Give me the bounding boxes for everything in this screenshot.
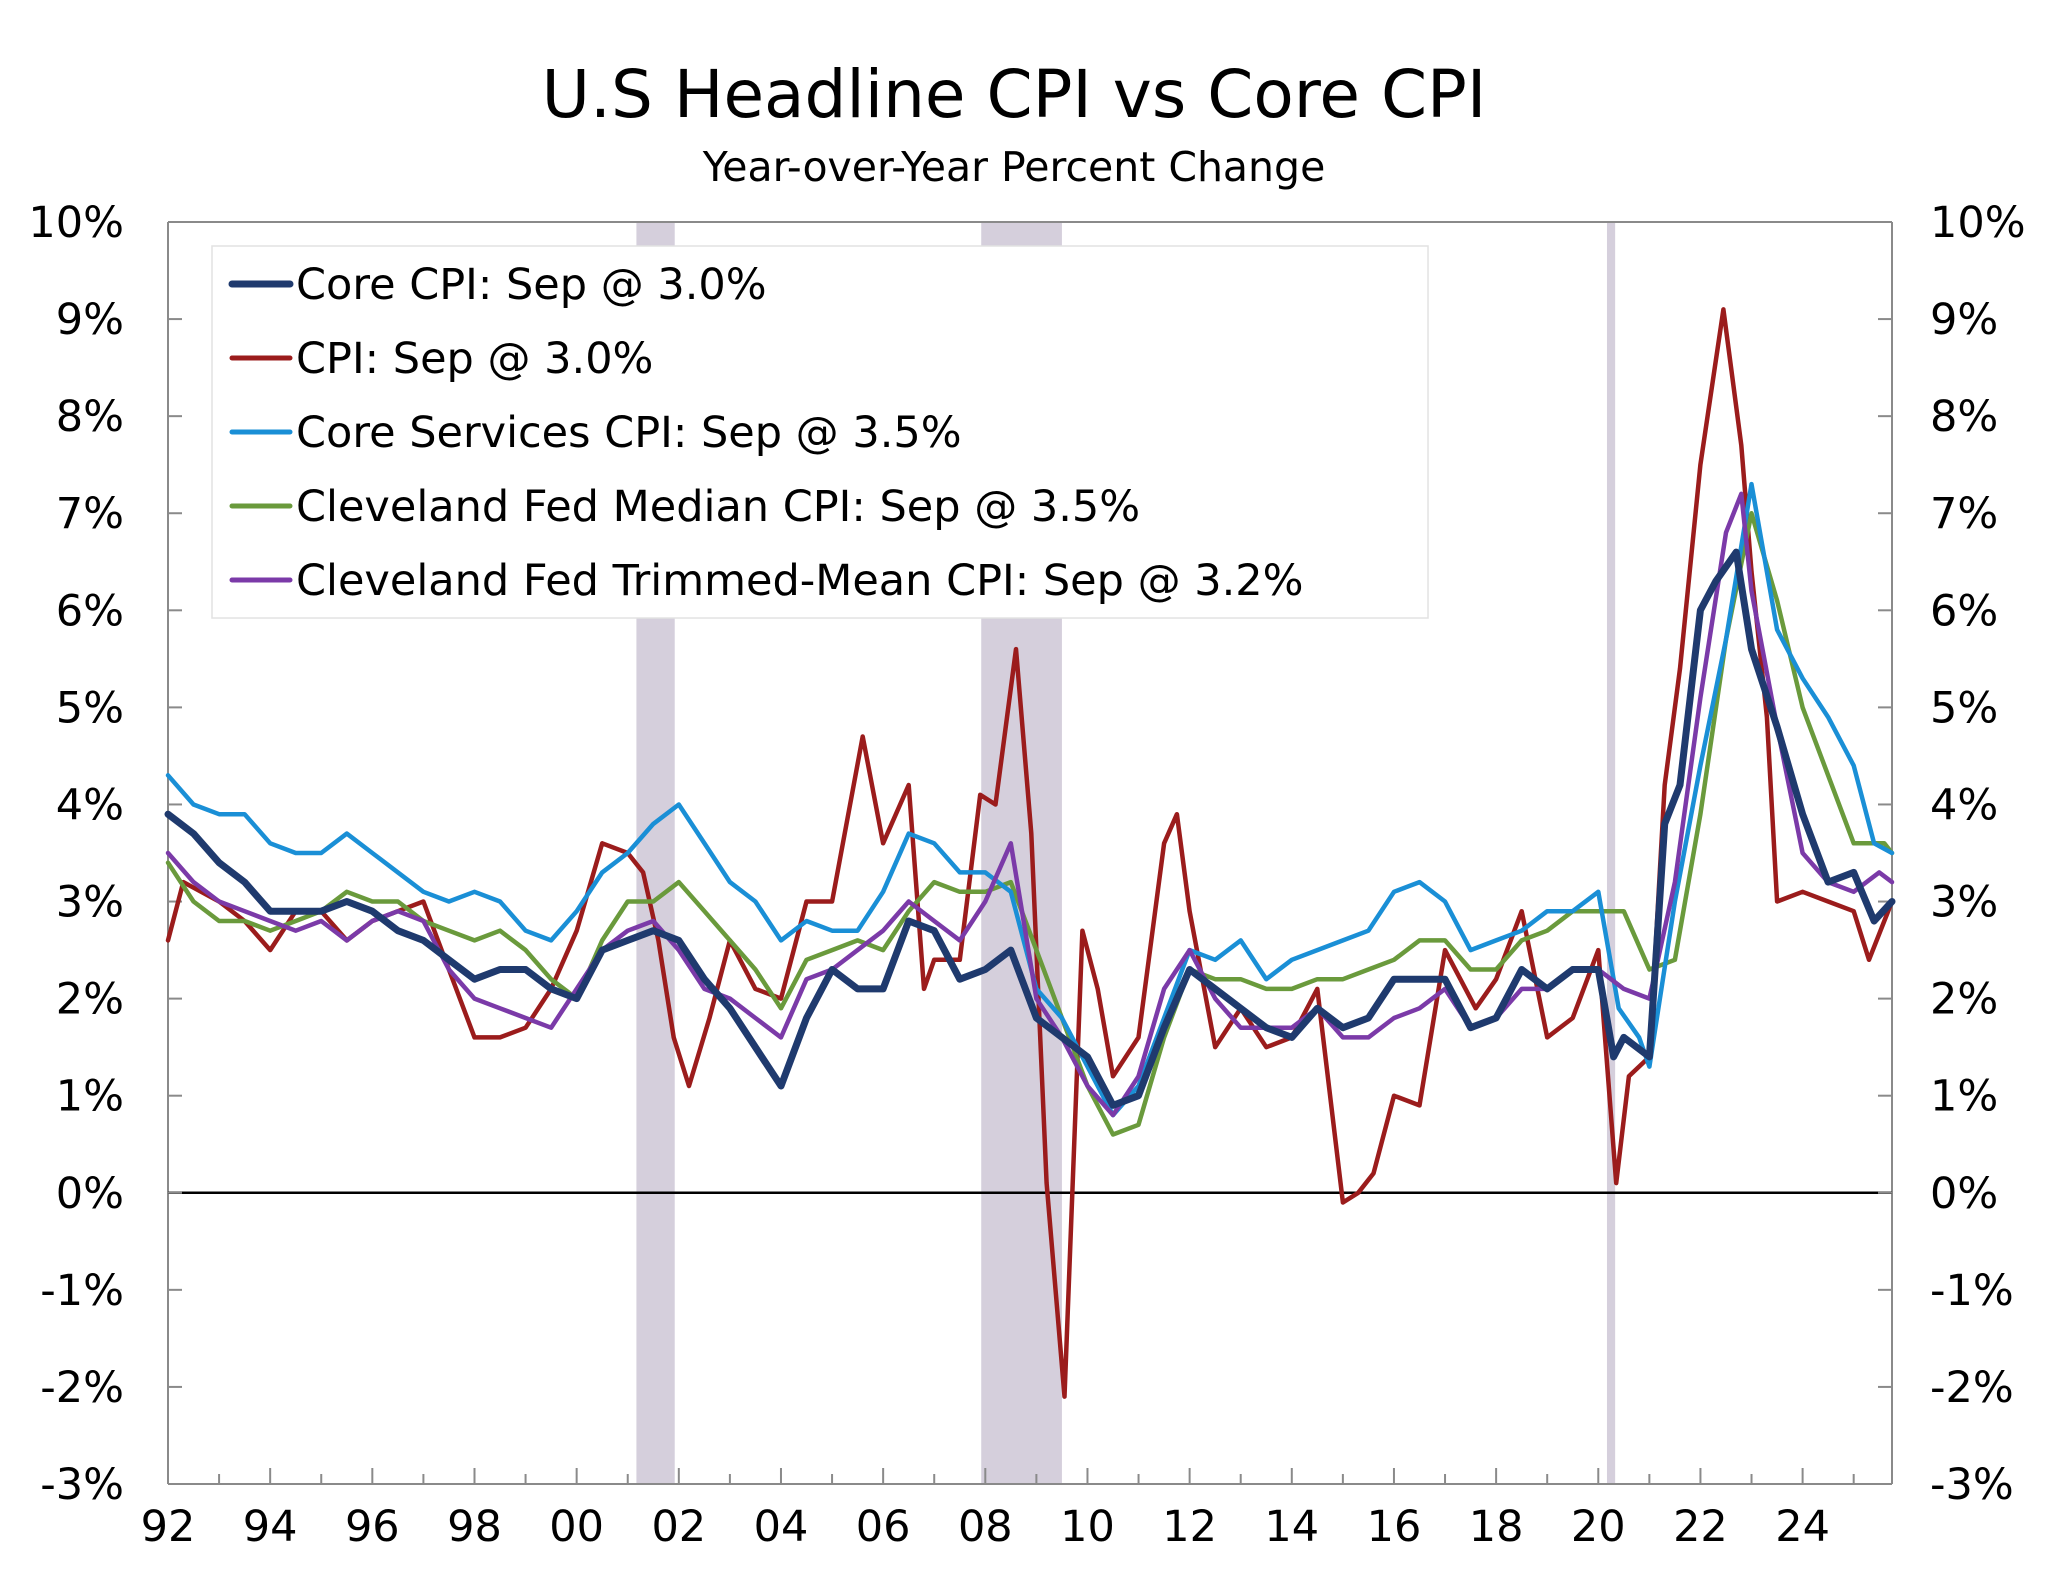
chart-legend: Core CPI: Sep @ 3.0% CPI: Sep @ 3.0% Core … bbox=[211, 245, 1429, 619]
x-axis-ticks: 92 94 96 98 00 02 04 06 08 10 12 14 16 18 20 22 24 bbox=[141, 1468, 1855, 1552]
series-line bbox=[165, 307, 1895, 1399]
x-tick-label: 12 bbox=[1162, 1502, 1217, 1552]
x-tick-label: 96 bbox=[345, 1502, 400, 1552]
y-tick-label-right: 8% bbox=[1930, 392, 1998, 442]
legend-label: Core CPI: Sep @ 3.0% bbox=[296, 260, 767, 310]
y-tick-label-left: 2% bbox=[56, 975, 124, 1025]
series-line bbox=[165, 481, 1895, 1118]
x-tick-label: 08 bbox=[958, 1502, 1013, 1552]
y-tick-label-left: 9% bbox=[56, 295, 124, 345]
x-tick-label: 92 bbox=[141, 1502, 196, 1552]
chart-title: U.S Headline CPI vs Core CPI bbox=[542, 56, 1487, 133]
legend-label: Cleveland Fed Trimmed-Mean CPI: Sep @ 3.… bbox=[296, 556, 1304, 606]
legend-label: Core Services CPI: Sep @ 3.5% bbox=[296, 408, 962, 458]
y-tick-label-right: -2% bbox=[1930, 1363, 2014, 1413]
y-tick-label-right: 2% bbox=[1930, 975, 1998, 1025]
recession-band bbox=[1606, 222, 1616, 1484]
x-tick-label: 00 bbox=[549, 1502, 604, 1552]
y-tick-label-right: 9% bbox=[1930, 295, 1998, 345]
x-tick-label: 02 bbox=[651, 1502, 706, 1552]
y-tick-label-left: -3% bbox=[40, 1460, 124, 1510]
legend-label: CPI: Sep @ 3.0% bbox=[296, 334, 653, 384]
y-tick-label-right: -1% bbox=[1930, 1266, 2014, 1316]
legend-box bbox=[211, 245, 1429, 619]
y-tick-label-right: 6% bbox=[1930, 586, 1998, 636]
y-tick-label-left: 8% bbox=[56, 392, 124, 442]
y-tick-label-left: 7% bbox=[56, 489, 124, 539]
x-tick-label: 22 bbox=[1673, 1502, 1728, 1552]
series-line bbox=[165, 491, 1895, 1118]
chart-subtitle: Year-over-Year Percent Change bbox=[702, 143, 1326, 191]
y-tick-label-left: 10% bbox=[28, 198, 124, 248]
x-tick-label: 24 bbox=[1775, 1502, 1830, 1552]
y-tick-label-right: 1% bbox=[1930, 1072, 1998, 1122]
y-tick-label-left: 0% bbox=[56, 1169, 124, 1219]
y-tick-label-right: 3% bbox=[1930, 878, 1998, 928]
y-tick-label-left: 3% bbox=[56, 878, 124, 928]
y-tick-label-left: 1% bbox=[56, 1072, 124, 1122]
x-tick-label: 16 bbox=[1367, 1502, 1422, 1552]
y-tick-label-right: 7% bbox=[1930, 489, 1998, 539]
x-tick-label: 20 bbox=[1571, 1502, 1626, 1552]
series-line bbox=[164, 548, 1896, 1109]
y-axis-right-ticks: 10% 9% 8% 7% 6% 5% 4% 3% 2% 1% 0% -1% -2% -3% bbox=[1878, 198, 2026, 1510]
y-tick-label-left: 6% bbox=[56, 586, 124, 636]
y-tick-label-left: 5% bbox=[56, 683, 124, 733]
x-tick-label: 14 bbox=[1264, 1502, 1319, 1552]
y-tick-label-right: 5% bbox=[1930, 683, 1998, 733]
x-tick-label: 94 bbox=[243, 1502, 298, 1552]
y-tick-label-left: -1% bbox=[40, 1266, 124, 1316]
legend-label: Cleveland Fed Median CPI: Sep @ 3.5% bbox=[296, 482, 1140, 532]
y-tick-label-right: 4% bbox=[1930, 780, 1998, 830]
y-tick-label-left: -2% bbox=[40, 1363, 124, 1413]
y-tick-label-left: 4% bbox=[56, 780, 124, 830]
series-lines bbox=[164, 307, 1896, 1399]
x-tick-label: 06 bbox=[856, 1502, 911, 1552]
y-tick-label-right: 10% bbox=[1930, 198, 2026, 248]
x-tick-label: 18 bbox=[1469, 1502, 1524, 1552]
series-line bbox=[165, 510, 1895, 1137]
y-tick-label-right: -3% bbox=[1930, 1460, 2014, 1510]
y-axis-left-ticks: 10% 9% 8% 7% 6% 5% 4% 3% 2% 1% 0% -1% -2% -3% bbox=[28, 198, 182, 1510]
x-tick-label: 04 bbox=[754, 1502, 809, 1552]
x-tick-label: 98 bbox=[447, 1502, 502, 1552]
x-tick-label: 10 bbox=[1060, 1502, 1115, 1552]
y-tick-label-right: 0% bbox=[1930, 1169, 1998, 1219]
